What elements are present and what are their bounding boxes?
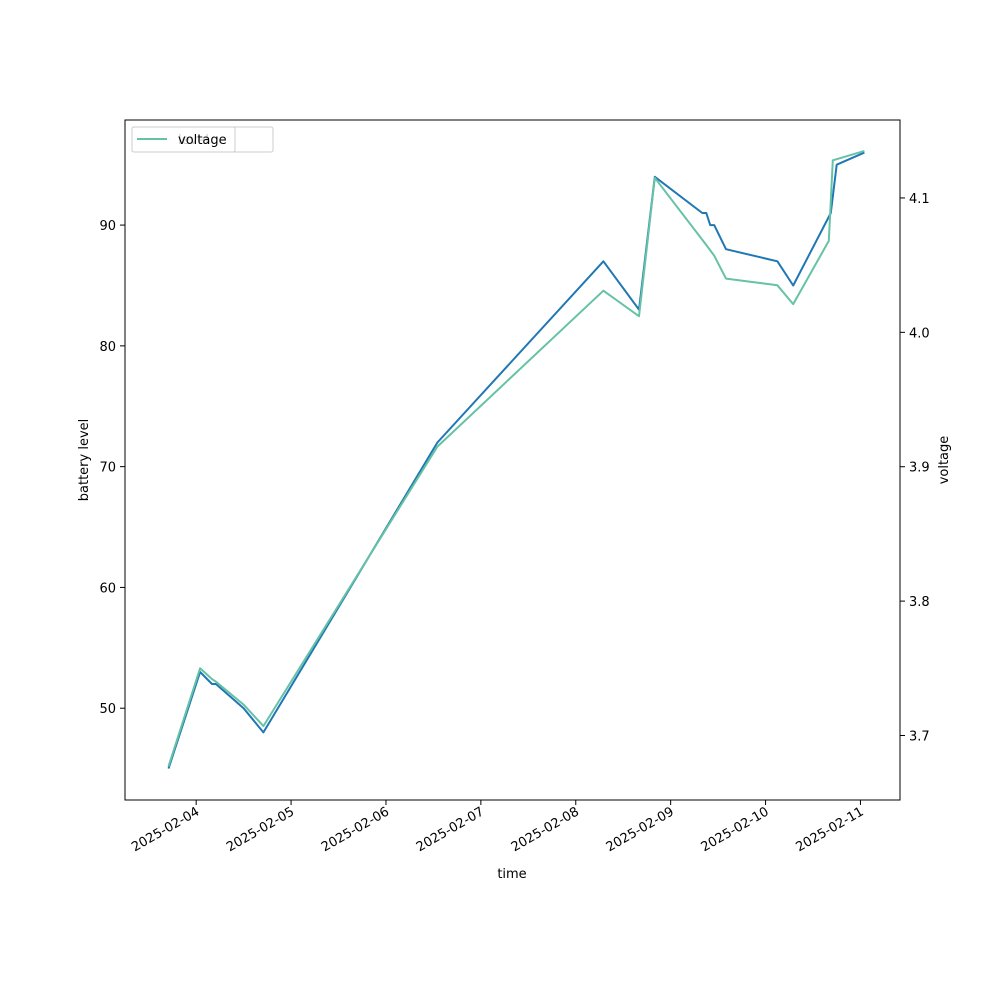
y-right-tick-label: 3.8	[909, 595, 930, 610]
y-right-tick-label: 4.1	[909, 192, 930, 207]
y-left-tick-label: 60	[99, 581, 116, 596]
y-right-tick-label: 3.9	[909, 461, 930, 476]
y-axis-right-label: voltage	[937, 436, 952, 485]
series-line-level	[167, 151, 865, 769]
plot-area	[167, 149, 865, 769]
y-right-tick-label: 4.0	[909, 326, 930, 341]
y-left-tick-label: 90	[99, 219, 116, 234]
y-left-tick-label: 80	[99, 340, 116, 355]
plot-frame	[124, 119, 901, 801]
y-axis-right: 3.7 3.8 3.9 4.0 4.1	[900, 192, 930, 744]
y-axis-left: 50 60 70 80 90	[99, 219, 125, 717]
series-line-voltage	[167, 149, 865, 767]
legend-label-voltage: voltage	[178, 133, 227, 148]
y-left-tick-label: 70	[99, 461, 116, 476]
legend-right: voltage	[131, 126, 236, 153]
y-left-tick-label: 50	[99, 702, 116, 717]
y-right-tick-label: 3.7	[909, 729, 930, 744]
y-axis-left-label: battery level	[77, 419, 92, 502]
legend-right-frame	[131, 126, 236, 153]
x-axis-label: time	[497, 867, 526, 882]
